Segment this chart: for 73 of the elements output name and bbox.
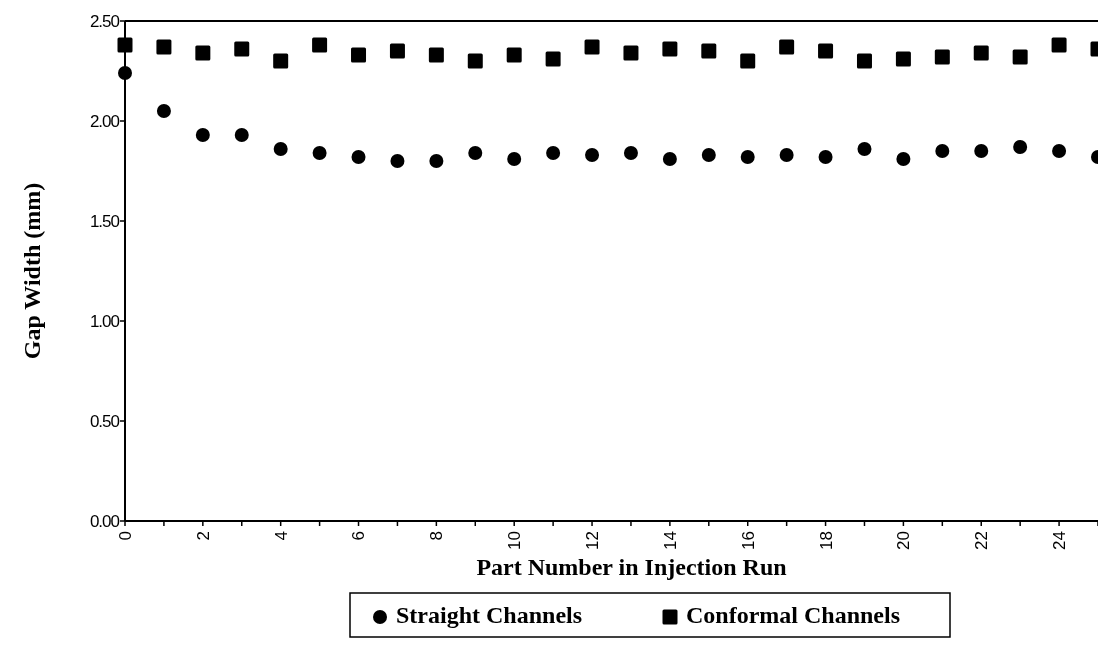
y-axis-title: Gap Width (mm)	[19, 182, 45, 360]
point	[156, 104, 171, 118]
y-tick-label: 2.50	[89, 11, 120, 31]
legend-label: Straight Channels	[396, 602, 583, 629]
point	[468, 146, 483, 160]
y-tick-label: 0.00	[89, 511, 120, 531]
x-tick-label: 0	[115, 531, 135, 541]
point	[779, 148, 794, 162]
x-tick-label: 20	[894, 531, 914, 550]
point	[934, 49, 950, 65]
point	[857, 142, 872, 156]
point	[856, 53, 872, 69]
x-tick-label: 12	[582, 531, 602, 550]
point	[389, 43, 405, 59]
point	[546, 146, 561, 160]
point	[351, 150, 366, 164]
y-tick-label: 1.50	[89, 211, 120, 231]
point	[779, 39, 795, 55]
point	[1012, 49, 1028, 65]
point	[623, 146, 638, 160]
point	[506, 47, 522, 63]
y-tick-label: 1.00	[89, 311, 120, 331]
x-tick-label: 10	[505, 531, 525, 550]
point	[896, 152, 911, 166]
point	[585, 148, 600, 162]
point	[740, 53, 756, 69]
x-tick-label: 22	[972, 531, 992, 550]
point	[1051, 37, 1067, 53]
point	[156, 39, 172, 55]
x-tick-label: 24	[1050, 531, 1070, 550]
point	[195, 45, 211, 61]
y-tick-label: 0.50	[89, 411, 120, 431]
point	[467, 53, 483, 69]
x-tick-label: 8	[427, 531, 447, 541]
x-tick-label: 14	[660, 531, 680, 550]
x-axis-title: Part Number in Injection Run	[476, 554, 787, 580]
point	[1013, 140, 1028, 154]
point	[935, 144, 950, 158]
point	[117, 37, 133, 53]
point	[273, 142, 288, 156]
point	[312, 146, 327, 160]
point	[351, 47, 367, 63]
point	[429, 154, 444, 168]
point	[662, 152, 677, 166]
point	[390, 154, 405, 168]
point	[118, 66, 132, 80]
y-tick-label: 2.00	[89, 111, 120, 131]
point	[584, 39, 600, 55]
point	[623, 45, 639, 61]
point	[545, 51, 561, 67]
point	[701, 148, 716, 162]
point	[973, 45, 989, 61]
point	[818, 43, 834, 59]
point	[701, 43, 717, 59]
point	[507, 152, 522, 166]
point	[273, 53, 289, 69]
point	[234, 128, 249, 142]
x-tick-label: 6	[349, 531, 369, 541]
point	[662, 41, 678, 57]
legend-label: Conformal Channels	[686, 602, 901, 629]
point	[1052, 144, 1067, 158]
x-tick-label: 18	[816, 531, 836, 550]
point	[974, 144, 989, 158]
point	[740, 150, 755, 164]
point	[428, 47, 444, 63]
x-tick-label: 16	[738, 531, 758, 550]
x-tick-label: 4	[271, 531, 291, 541]
point	[312, 37, 328, 53]
point	[195, 128, 210, 142]
point	[818, 150, 833, 164]
x-tick-label: 2	[193, 531, 213, 541]
point	[234, 41, 250, 57]
point	[895, 51, 911, 67]
